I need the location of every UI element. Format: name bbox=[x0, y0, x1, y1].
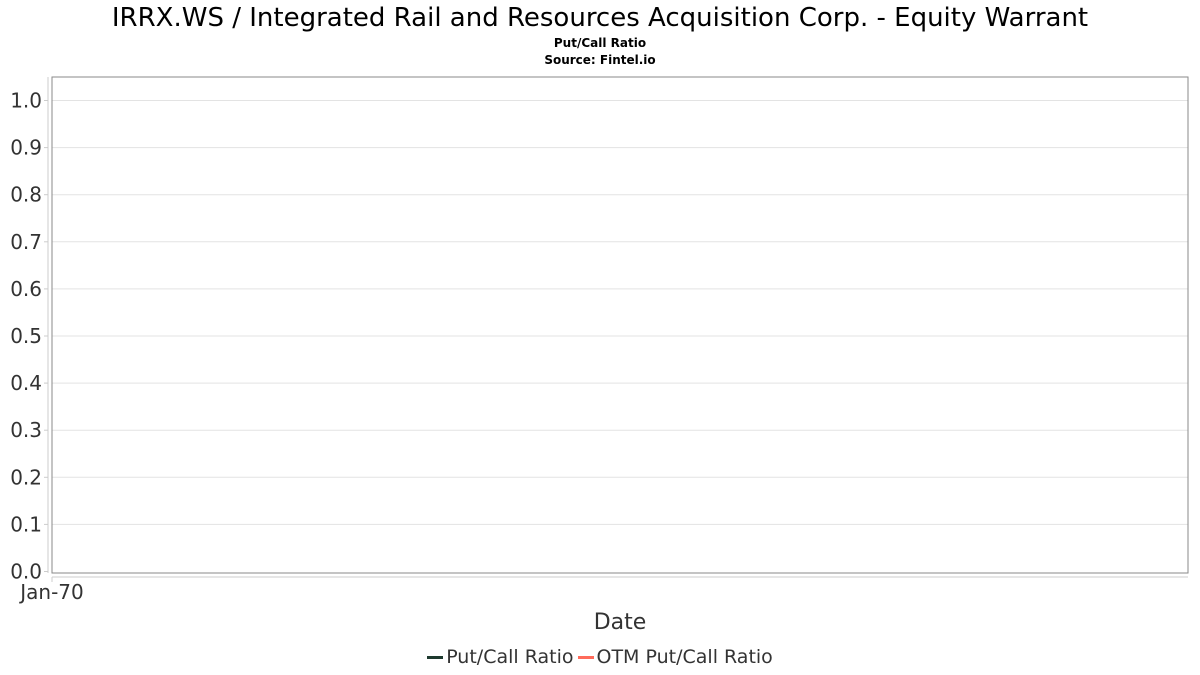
y-tick-label: 0.2 bbox=[10, 465, 42, 489]
chart-title: IRRX.WS / Integrated Rail and Resources … bbox=[111, 3, 1089, 33]
y-tick-label: 0.3 bbox=[10, 418, 42, 442]
chart-source: Source: Fintel.io bbox=[544, 53, 656, 67]
plot-frame bbox=[51, 76, 1189, 574]
legend-swatch bbox=[427, 655, 444, 659]
y-tick-label: 0.1 bbox=[10, 512, 42, 536]
legend-item-otm-put-call[interactable]: OTM Put/Call Ratio bbox=[577, 646, 773, 668]
x-tick-label: Jan-70 bbox=[18, 580, 84, 604]
y-tick-label: 0.8 bbox=[10, 183, 42, 207]
y-tick-label: 0.7 bbox=[10, 230, 42, 254]
y-tick-label: 0.0 bbox=[10, 560, 42, 584]
legend-label: Put/Call Ratio bbox=[446, 646, 574, 668]
y-tick-label: 0.9 bbox=[10, 136, 42, 160]
legend: Put/Call Ratio OTM Put/Call Ratio bbox=[0, 646, 1200, 668]
legend-label: OTM Put/Call Ratio bbox=[596, 646, 773, 668]
x-axis-title: Date bbox=[594, 610, 647, 635]
legend-swatch bbox=[577, 655, 594, 659]
x-axis-ticks: Jan-70 bbox=[18, 577, 84, 604]
y-tick-label: 1.0 bbox=[10, 89, 42, 113]
chart-subtitle: Put/Call Ratio bbox=[553, 36, 647, 50]
legend-item-put-call[interactable]: Put/Call Ratio bbox=[427, 646, 574, 668]
y-tick-label: 0.4 bbox=[10, 371, 42, 395]
y-tick-label: 0.6 bbox=[10, 277, 42, 301]
grid-lines bbox=[52, 100, 1188, 525]
y-axis-ticks: 0.0 0.1 0.2 0.3 0.4 0.5 0.6 0.7 0.8 0.9 1.0 bbox=[10, 89, 48, 584]
y-tick-label: 0.5 bbox=[10, 324, 42, 348]
